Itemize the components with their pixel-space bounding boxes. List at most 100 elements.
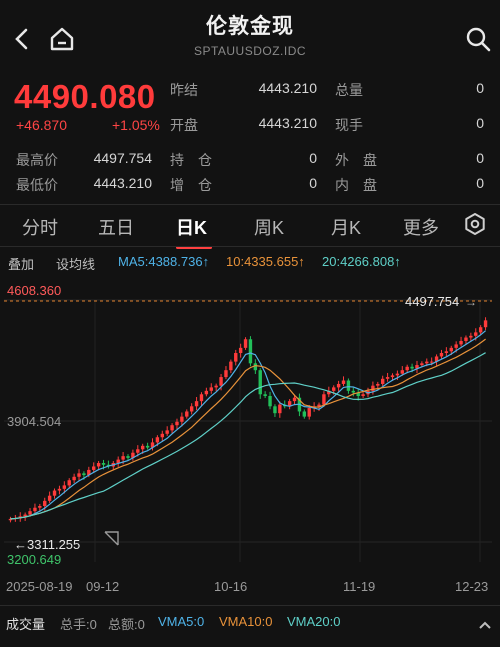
volume-title[interactable]: 成交量 [6, 617, 46, 632]
candle-body [385, 377, 390, 379]
candle-body [121, 456, 125, 460]
candle-body [185, 411, 189, 417]
candle-body [268, 395, 272, 407]
candle-body [429, 361, 434, 363]
kline-chart[interactable]: 4608.360 3904.504 3200.649 4497.754 → ←3311.2… [0, 270, 500, 600]
candle-body [180, 416, 184, 422]
candle-body [346, 380, 351, 391]
candle-body [28, 511, 32, 515]
candle-body [67, 480, 71, 486]
overlay-button[interactable]: 叠加 [8, 257, 35, 272]
divider [0, 246, 500, 247]
candle-body [96, 463, 101, 467]
home-button[interactable] [48, 26, 76, 52]
candle-body [376, 383, 380, 386]
candle-body [170, 425, 174, 431]
candle-body [52, 490, 57, 496]
candle-body [243, 339, 248, 348]
candle-body [425, 361, 429, 364]
candle-body [415, 365, 419, 369]
divider [0, 204, 500, 205]
candle-body [229, 361, 233, 371]
candle-body [199, 394, 204, 402]
active-tab-indicator [176, 246, 212, 249]
candle-body [160, 433, 164, 438]
tab-intraday[interactable]: 分时 [22, 218, 58, 238]
candle-body [478, 327, 483, 333]
chevron-left-icon [15, 28, 28, 50]
expand-icon-path [104, 531, 119, 546]
candle-body [77, 473, 81, 477]
stat-value-outer: 0 [476, 150, 484, 166]
ma5-line [10, 330, 486, 520]
stat-label-low: 最低价 [16, 177, 58, 193]
candle-body [444, 351, 449, 354]
candle-body [155, 437, 160, 443]
candle-body [469, 335, 473, 338]
candle-body [47, 495, 52, 501]
stat-value-total-volume: 0 [476, 80, 484, 96]
tab-more[interactable]: 更多 [403, 218, 439, 238]
candle-body [33, 507, 37, 512]
candle-body [248, 339, 253, 364]
stat-value-prev-settle: 4443.210 [258, 80, 317, 96]
ma20-value: 20:4266.808↑ [322, 254, 401, 269]
candle-body [234, 353, 238, 362]
candle-body [317, 404, 321, 407]
stat-label-open: 开盘 [170, 117, 198, 133]
candle-body [278, 404, 282, 414]
home-icon [50, 27, 74, 51]
candle-body [307, 408, 311, 417]
stat-value-open: 4443.210 [258, 115, 317, 131]
tab-five-day[interactable]: 五日 [98, 218, 134, 238]
candle-body [395, 373, 400, 376]
y-axis-bottom-label: 3200.649 [7, 552, 61, 567]
candle-body [126, 456, 130, 458]
candle-body [209, 387, 213, 391]
candle-body [175, 421, 179, 426]
x-axis-tick-label: 2025-08-19 [6, 579, 73, 594]
stat-label-total-volume: 总量 [335, 82, 363, 98]
candle-body [302, 411, 307, 417]
stat-value-low: 4443.210 [93, 175, 152, 191]
candle-body [371, 385, 375, 391]
candle-body [214, 385, 218, 388]
ma10-value: 10:4335.655↑ [226, 254, 305, 269]
candle-body [204, 390, 209, 395]
candle-body [336, 383, 341, 388]
chart-settings-button[interactable] [463, 212, 487, 236]
volume-expand-button[interactable] [478, 617, 492, 629]
stat-label-open-interest: 持 仓 [170, 152, 212, 168]
stat-value-high: 4497.754 [93, 150, 152, 166]
candle-body [273, 406, 277, 414]
candle-body [287, 401, 292, 407]
candle-body [57, 488, 62, 491]
candle-body [145, 445, 150, 448]
vma5-value: VMA5:0 [158, 614, 205, 629]
tab-daily-k[interactable]: 日K [176, 218, 207, 238]
price-change: +46.870 [16, 117, 67, 133]
min-price-label: ←3311.255 [14, 537, 80, 552]
candle-body [87, 469, 91, 476]
y-axis-mid-label: 3904.504 [7, 414, 61, 429]
candle-body [380, 378, 385, 384]
candle-body [464, 337, 468, 341]
candle-body [82, 473, 86, 476]
stat-value-inner: 0 [476, 175, 484, 191]
candle-body [238, 347, 243, 354]
volume-total-hands: 总手:0 [60, 617, 97, 632]
candle-body [253, 363, 258, 371]
candle-body [356, 392, 360, 396]
search-button[interactable] [464, 25, 492, 53]
page-title: 伦敦金现 [206, 15, 294, 38]
back-button[interactable] [10, 26, 34, 52]
ma-settings-button[interactable]: 设均线 [56, 257, 96, 272]
candle-body [454, 344, 458, 348]
tab-weekly-k[interactable]: 周K [254, 218, 285, 238]
candle-body [292, 397, 297, 402]
candle-body [194, 401, 199, 407]
symbol-code: SPTAUUSDOZ.IDC [193, 44, 307, 58]
search-icon [466, 27, 491, 52]
price-change-pct: +1.05% [112, 117, 160, 133]
tab-monthly-k[interactable]: 月K [331, 218, 362, 238]
